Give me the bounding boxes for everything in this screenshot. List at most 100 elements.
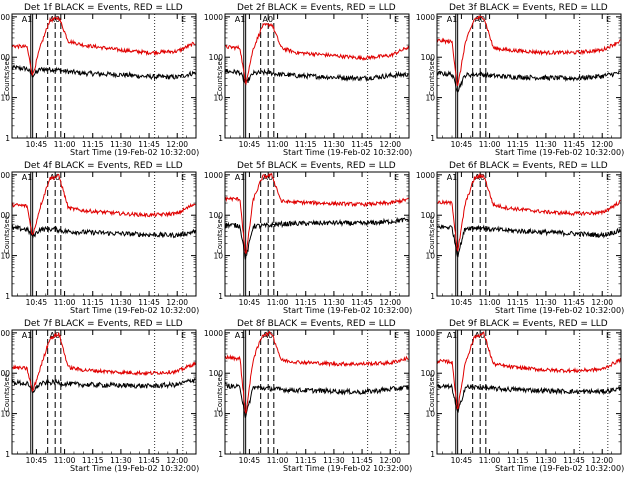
- x-tick-label: 11:30: [110, 298, 132, 307]
- x-axis-label: Start Time (19-Feb-02 10:32:00): [70, 306, 199, 315]
- x-tick-label: 11:15: [295, 298, 317, 307]
- attenuator-label: A0: [263, 15, 274, 24]
- y-tick-label: 10: [0, 94, 10, 103]
- x-axis-label: Start Time (19-Feb-02 10:32:00): [283, 148, 412, 157]
- x-tick-label: 11:00: [479, 140, 501, 149]
- attenuator-label: A1: [22, 173, 33, 182]
- x-tick-label: 11:45: [138, 298, 160, 307]
- lld-series-line: [11, 331, 196, 392]
- panel-det-7f: Det 7f BLACK = Events, RED = LLD Counts/s…: [0, 319, 199, 473]
- y-tick-label: 1000: [0, 171, 10, 180]
- plot-frame: [224, 13, 410, 139]
- lld-series-line: [436, 15, 621, 87]
- lld-series-line: [224, 172, 409, 255]
- events-series-line: [11, 224, 196, 239]
- x-tick-label: 12:00: [166, 298, 188, 307]
- y-tick-label: 1000: [416, 171, 435, 180]
- x-tick-label: 11:45: [351, 298, 373, 307]
- panel-title: Det 1f BLACK = Events, RED = LLD: [24, 3, 183, 13]
- events-series-line: [436, 383, 621, 413]
- x-tick-label: 11:30: [110, 140, 132, 149]
- panel-title: Det 4f BLACK = Events, RED = LLD: [24, 161, 183, 171]
- events-series-line: [224, 382, 409, 418]
- x-tick-label: 12:00: [379, 140, 401, 149]
- lld-series-line: [11, 15, 196, 76]
- y-tick-label: 10: [213, 410, 223, 419]
- x-tick-label: 11:15: [295, 456, 317, 465]
- x-tick-label: 12:00: [166, 456, 188, 465]
- x-axis-label: Start Time (19-Feb-02 10:32:00): [70, 148, 199, 157]
- y-tick-label: 1000: [204, 329, 223, 338]
- y-tick-label: 1: [5, 134, 10, 143]
- x-tick-label: 11:30: [323, 298, 345, 307]
- attenuator-label: E: [181, 173, 186, 182]
- x-axis-label: Start Time (19-Feb-02 10:32:00): [495, 148, 624, 157]
- plot-frame: [11, 171, 197, 297]
- x-tick-label: 11:00: [267, 456, 289, 465]
- panel-det-6f: Det 6f BLACK = Events, RED = LLD Counts/s…: [416, 161, 624, 315]
- y-tick-label: 1: [430, 134, 435, 143]
- x-tick-label: 11:00: [54, 456, 76, 465]
- x-tick-label: 12:00: [591, 140, 613, 149]
- x-tick-label: 11:45: [351, 140, 373, 149]
- attenuator-label: A1: [447, 15, 458, 24]
- y-axis-label: Counts/sec: [216, 215, 224, 254]
- y-axis-label: Counts/sec: [216, 57, 224, 96]
- panel-title: Det 7f BLACK = Events, RED = LLD: [24, 319, 183, 329]
- lld-series-line: [436, 331, 621, 410]
- x-tick-label: 12:00: [379, 298, 401, 307]
- x-tick-label: 11:30: [323, 456, 345, 465]
- x-tick-label: 10:45: [239, 298, 261, 307]
- events-series-line: [436, 70, 621, 93]
- attenuator-label: E: [606, 15, 611, 24]
- y-tick-label: 10: [213, 252, 223, 261]
- lld-series-line: [224, 330, 409, 415]
- attenuator-label: A0: [263, 173, 274, 182]
- y-axis-label: Counts/sec: [3, 215, 11, 254]
- plot-frame: [436, 13, 622, 139]
- y-axis-label: Counts/sec: [428, 215, 436, 254]
- events-series-line: [11, 64, 196, 81]
- x-tick-label: 11:30: [323, 140, 345, 149]
- lld-series-line: [224, 22, 409, 86]
- y-tick-label: 1: [218, 292, 223, 301]
- x-tick-label: 11:15: [507, 140, 529, 149]
- attenuator-label: E: [181, 15, 186, 24]
- attenuator-label: A1: [235, 331, 246, 340]
- x-axis-label: Start Time (19-Feb-02 10:32:00): [70, 464, 199, 473]
- x-tick-label: 11:15: [507, 456, 529, 465]
- attenuator-label: A0: [475, 15, 486, 24]
- attenuator-label: A0: [50, 15, 61, 24]
- x-axis-label: Start Time (19-Feb-02 10:32:00): [495, 464, 624, 473]
- y-axis-label: Counts/sec: [428, 373, 436, 412]
- y-tick-label: 1000: [204, 171, 223, 180]
- y-tick-label: 100: [0, 211, 10, 220]
- plot-frame: [436, 171, 622, 297]
- panel-title: Det 2f BLACK = Events, RED = LLD: [237, 3, 396, 13]
- x-tick-label: 12:00: [166, 140, 188, 149]
- y-tick-label: 1000: [416, 329, 435, 338]
- panel-title: Det 6f BLACK = Events, RED = LLD: [449, 161, 608, 171]
- attenuator-label: E: [606, 331, 611, 340]
- plot-frame: [436, 329, 622, 455]
- y-tick-label: 1: [430, 292, 435, 301]
- attenuator-label: A1: [235, 173, 246, 182]
- y-tick-label: 10: [0, 252, 10, 261]
- attenuator-label: A1: [22, 331, 33, 340]
- y-tick-label: 1: [218, 450, 223, 459]
- y-tick-label: 100: [0, 53, 10, 62]
- x-tick-label: 11:30: [535, 456, 557, 465]
- attenuator-label: A1: [22, 15, 33, 24]
- panel-det-5f: Det 5f BLACK = Events, RED = LLD Counts/s…: [204, 161, 412, 315]
- y-tick-label: 1: [5, 450, 10, 459]
- x-tick-label: 11:00: [54, 140, 76, 149]
- y-tick-label: 10: [425, 252, 435, 261]
- y-tick-label: 100: [421, 53, 436, 62]
- x-tick-label: 11:45: [563, 298, 585, 307]
- y-tick-label: 100: [209, 369, 224, 378]
- attenuator-label: A1: [447, 331, 458, 340]
- y-tick-label: 1: [5, 292, 10, 301]
- y-tick-label: 10: [213, 94, 223, 103]
- plot-frame: [11, 13, 197, 139]
- x-axis-label: Start Time (19-Feb-02 10:32:00): [283, 306, 412, 315]
